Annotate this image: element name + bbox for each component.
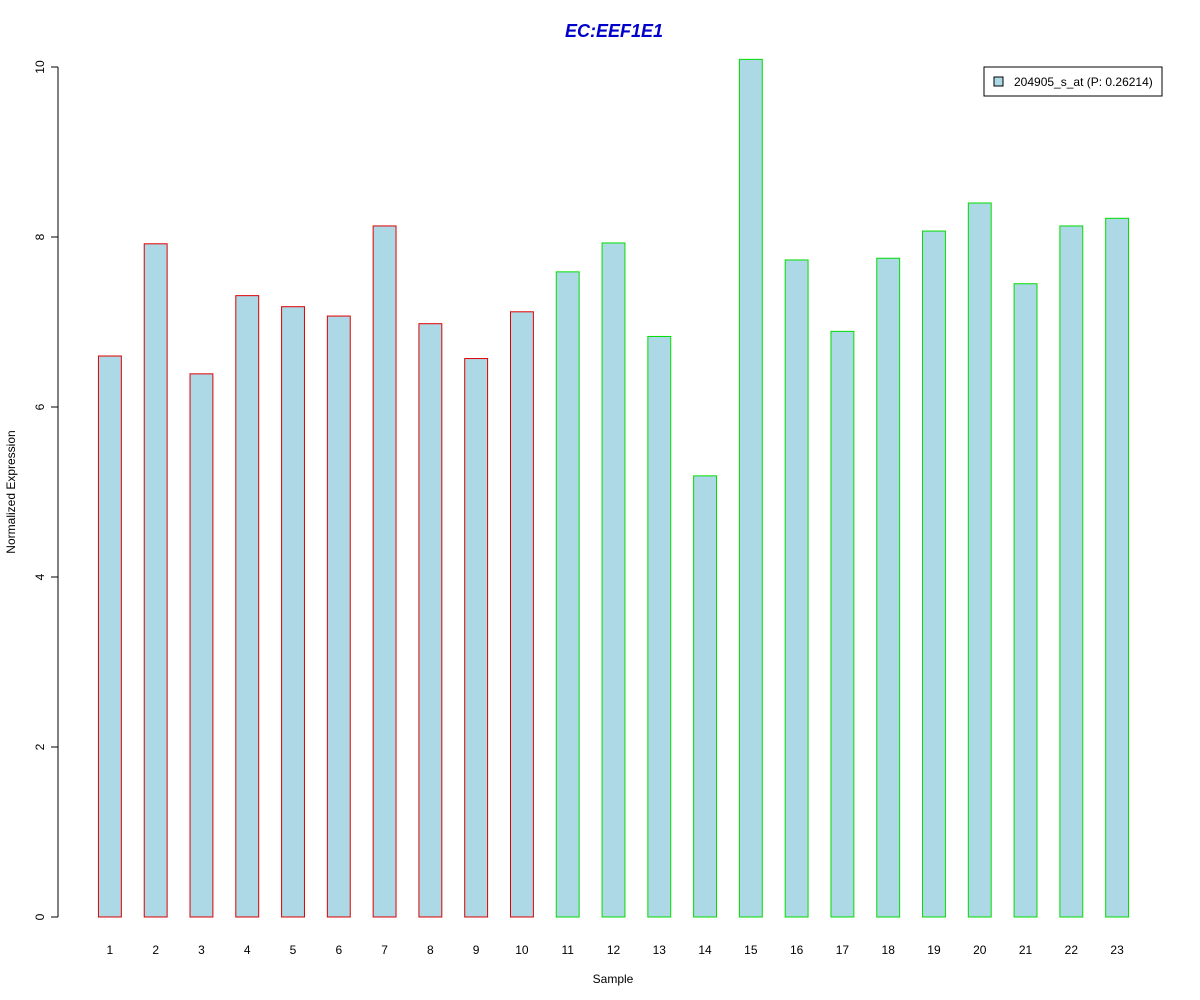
bar-sample-23 — [1105, 217, 1130, 918]
bar-sample-14 — [693, 475, 718, 918]
x-tick-label: 9 — [473, 943, 480, 957]
x-axis-title: Sample — [593, 972, 634, 986]
bar-sample-11 — [555, 271, 580, 918]
bar-sample-8 — [418, 323, 443, 918]
bar-sample-12 — [601, 242, 626, 918]
x-tick-label: 15 — [744, 943, 758, 957]
bar-sample-16 — [784, 259, 809, 918]
y-tick-label: 4 — [33, 573, 47, 580]
x-tick-label: 10 — [515, 943, 529, 957]
x-tick-label: 5 — [290, 943, 297, 957]
bar-sample-18 — [876, 257, 901, 918]
bar-sample-22 — [1059, 225, 1084, 918]
x-tick-label: 13 — [653, 943, 667, 957]
bar-sample-10 — [509, 311, 534, 918]
bar-sample-21 — [1013, 283, 1038, 918]
x-tick-label: 18 — [882, 943, 896, 957]
x-tick-label: 4 — [244, 943, 251, 957]
y-axis-title: Normalized Expression — [4, 430, 18, 553]
x-tick-label: 7 — [381, 943, 388, 957]
x-tick-label: 17 — [836, 943, 850, 957]
legend-box — [983, 66, 1163, 97]
bar-sample-5 — [281, 306, 305, 918]
bar-sample-2 — [143, 243, 168, 918]
x-tick-label: 6 — [335, 943, 342, 957]
legend: 204905_s_at (P: 0.26214) — [983, 66, 1163, 97]
y-axis: 0 2 4 6 8 10 — [33, 60, 59, 920]
x-tick-label: 22 — [1065, 943, 1079, 957]
bars — [97, 58, 1130, 918]
bar-sample-13 — [647, 335, 672, 918]
chart-title: EC:EEF1E1 — [565, 21, 663, 41]
bar-sample-19 — [922, 230, 946, 918]
bar-sample-7 — [372, 225, 397, 918]
x-tick-label: 11 — [561, 943, 574, 957]
x-tick-label: 16 — [790, 943, 804, 957]
y-tick-label: 0 — [33, 913, 47, 920]
legend-label: 204905_s_at (P: 0.26214) — [1014, 75, 1153, 89]
x-tick-label: 2 — [152, 943, 159, 957]
bar-sample-20 — [967, 202, 992, 918]
x-tick-label: 21 — [1019, 943, 1033, 957]
y-tick-label: 2 — [33, 743, 47, 750]
x-axis-tick-labels: 1 2 3 4 5 6 7 8 9 10 11 12 13 14 15 16 17 18 19 20 21 22 23 — [107, 943, 1125, 957]
bar-sample-6 — [326, 315, 351, 918]
x-tick-label: 20 — [973, 943, 987, 957]
bar-sample-3 — [189, 373, 214, 918]
x-tick-label: 19 — [927, 943, 941, 957]
y-tick-label: 8 — [33, 233, 47, 240]
bar-sample-17 — [830, 330, 855, 918]
x-tick-label: 1 — [107, 943, 114, 957]
x-tick-label: 12 — [607, 943, 621, 957]
y-tick-label: 6 — [33, 403, 47, 410]
x-tick-label: 8 — [427, 943, 434, 957]
bar-sample-4 — [235, 295, 260, 918]
bar-sample-9 — [464, 358, 489, 918]
x-tick-label: 23 — [1110, 943, 1124, 957]
y-tick-label: 10 — [33, 60, 47, 74]
x-tick-label: 3 — [198, 943, 205, 957]
x-tick-label: 14 — [698, 943, 712, 957]
legend-swatch — [993, 76, 1004, 87]
bar-sample-15 — [738, 58, 763, 918]
bar-sample-1 — [97, 355, 122, 918]
